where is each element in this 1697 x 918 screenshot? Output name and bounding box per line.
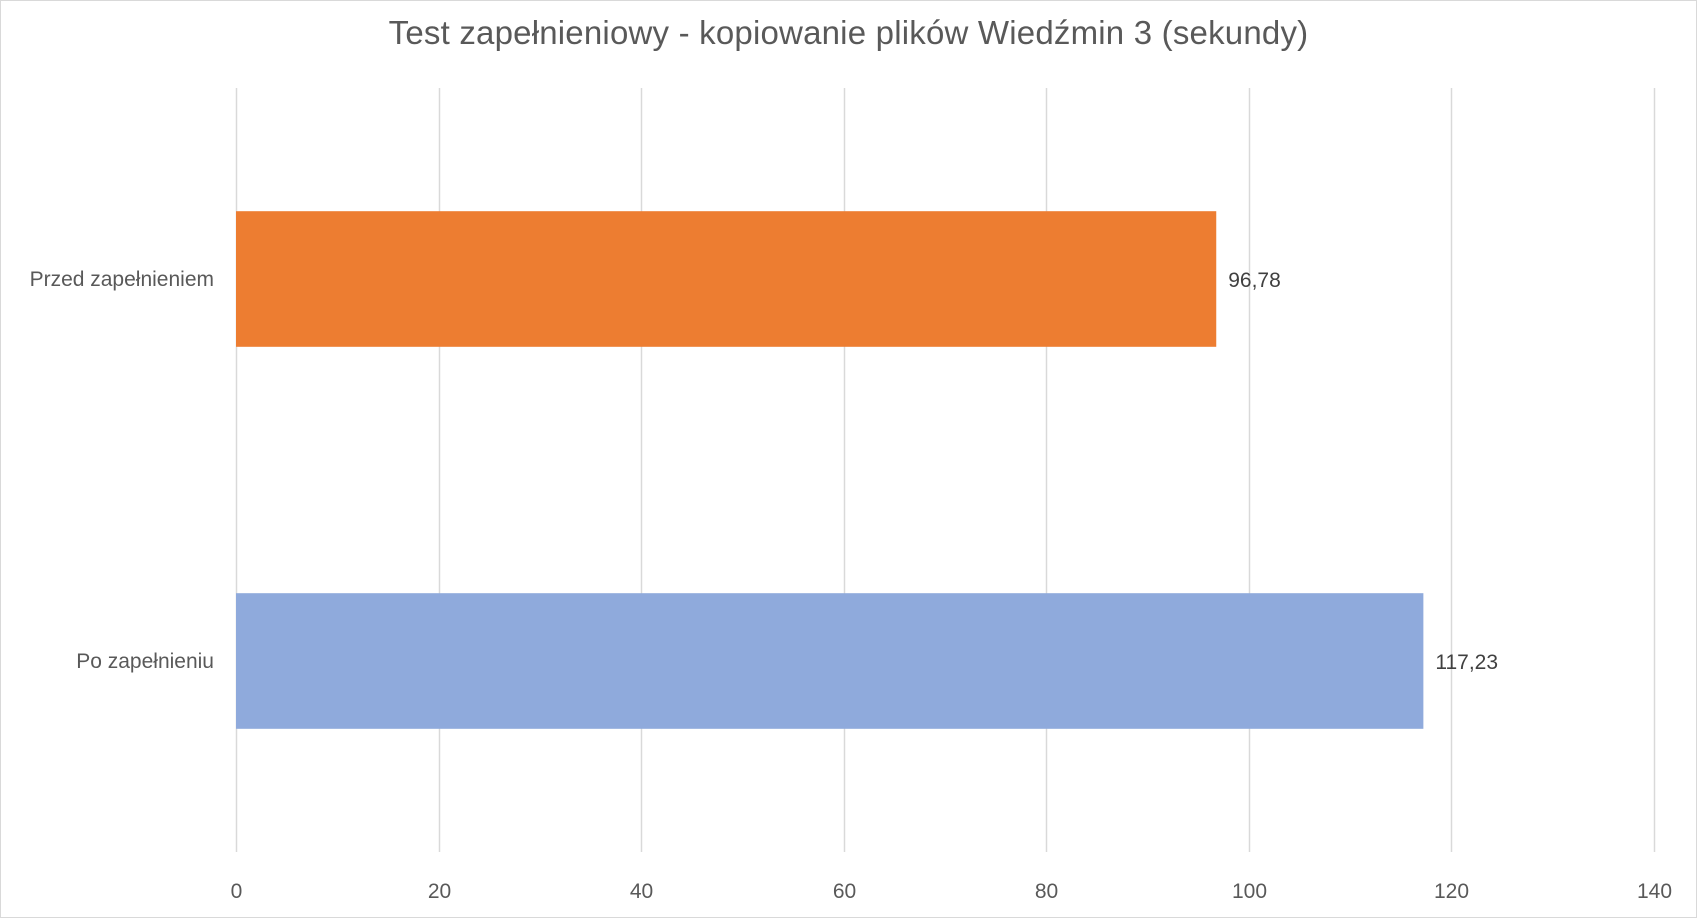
bar (236, 211, 1217, 347)
bars (236, 211, 1424, 729)
x-tick-label: 120 (1434, 880, 1469, 903)
bar (236, 593, 1424, 729)
data-label: 117,23 (1435, 651, 1498, 674)
x-tick-label: 80 (1035, 880, 1058, 903)
chart-title: Test zapełnieniowy - kopiowanie plików W… (388, 14, 1309, 51)
x-tick-label: 20 (428, 880, 451, 903)
x-tick-label: 140 (1637, 880, 1672, 903)
x-tick-label: 0 (231, 880, 243, 903)
x-tick-label: 40 (630, 880, 653, 903)
x-tick-label: 100 (1232, 880, 1267, 903)
gridlines (235, 88, 1656, 852)
labels: 0 20 40 60 80 100 120 140 Przed zapełnieniem 96,7… (30, 268, 1672, 903)
data-label: 96,78 (1228, 269, 1281, 292)
category-label: Po zapełnieniu (76, 650, 214, 673)
x-tick-label: 60 (833, 880, 856, 903)
category-label: Przed zapełnieniem (30, 268, 214, 291)
